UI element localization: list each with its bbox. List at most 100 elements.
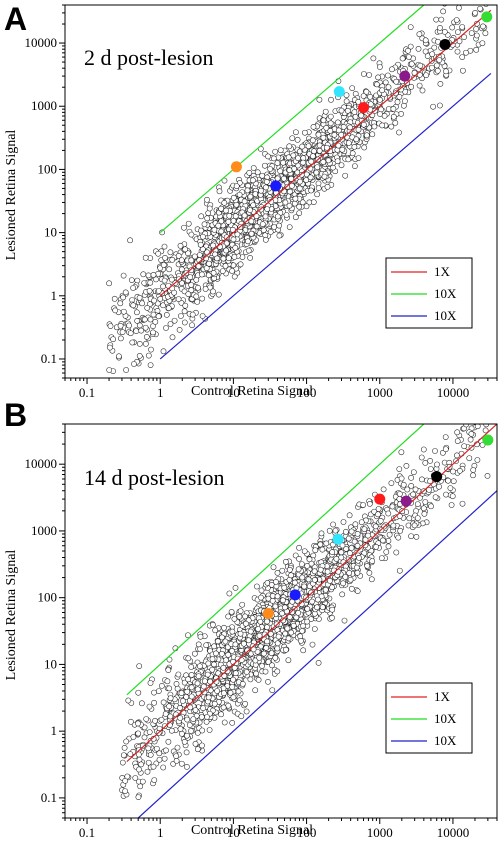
data-point [274, 570, 281, 576]
data-point [145, 745, 152, 752]
data-point [188, 231, 195, 238]
data-point [273, 579, 279, 585]
y-tick-label: 10000 [25, 456, 58, 471]
data-point [233, 183, 240, 189]
data-point [210, 288, 216, 295]
data-point [259, 172, 266, 179]
data-point [167, 321, 174, 327]
data-point [408, 83, 415, 90]
reference-lines [159, 5, 492, 360]
data-point [334, 158, 341, 165]
data-point [280, 617, 287, 624]
data-point [209, 656, 216, 662]
data-point [427, 478, 433, 484]
data-point [289, 135, 296, 142]
data-point [283, 646, 289, 653]
data-point [280, 597, 286, 604]
data-point [382, 79, 389, 86]
data-point [437, 102, 443, 109]
data-point [393, 549, 400, 556]
condition-label: 14 d post-lesion [84, 465, 225, 490]
data-point [437, 81, 444, 87]
data-point [264, 206, 271, 212]
data-point [468, 30, 475, 36]
data-point [225, 702, 232, 709]
data-point [299, 143, 305, 150]
data-point [232, 244, 239, 251]
data-point [230, 194, 237, 201]
data-point [255, 626, 261, 632]
data-point [349, 150, 356, 157]
data-point [173, 758, 180, 764]
data-point [400, 481, 407, 488]
data-point [136, 766, 142, 773]
data-point [448, 502, 455, 508]
data-point [347, 576, 354, 583]
data-point [385, 72, 391, 79]
data-point [185, 250, 191, 257]
data-point [413, 534, 420, 540]
data-point [136, 663, 143, 669]
data-point [261, 650, 267, 657]
data-point [388, 480, 395, 486]
data-point [354, 542, 361, 549]
data-point [202, 286, 209, 292]
y-tick-label: 1000 [31, 523, 57, 538]
data-point [473, 26, 479, 32]
data-point [137, 783, 144, 790]
data-point [442, 434, 449, 440]
data-point [204, 714, 210, 720]
data-point [468, 417, 473, 422]
data-point [219, 634, 225, 641]
data-point [377, 96, 383, 103]
data-point [343, 528, 349, 535]
data-point [164, 678, 171, 685]
highlighted-point [262, 607, 274, 619]
data-point [116, 386, 121, 391]
data-point [210, 242, 216, 249]
data-point [167, 713, 174, 720]
data-point [416, 82, 423, 89]
data-point [226, 590, 233, 597]
data-point [178, 266, 185, 273]
data-point [419, 476, 425, 483]
data-point [305, 576, 312, 583]
data-point [245, 247, 252, 254]
data-point [289, 182, 295, 189]
data-point [410, 469, 417, 476]
x-tick-label: 10 [227, 385, 240, 400]
data-point [267, 229, 274, 235]
data-point [351, 109, 358, 115]
data-point [206, 260, 212, 267]
plot-frame [64, 423, 498, 819]
data-point [120, 308, 127, 315]
data-point [177, 242, 184, 249]
condition-label: 2 d post-lesion [84, 45, 214, 70]
data-point [461, 34, 467, 40]
data-point [343, 98, 350, 105]
legend-label-1x: 1X [434, 689, 451, 704]
data-point [269, 662, 275, 669]
panel-b: B 0.1 1 10 100 1000 10000 0.1 1 10 100 1000 10000 1… [4, 397, 498, 840]
data-point [398, 449, 405, 456]
data-point [277, 147, 284, 154]
data-point [298, 172, 305, 178]
data-point [119, 759, 126, 766]
data-point [289, 609, 296, 616]
data-point [317, 566, 324, 573]
data-point [366, 72, 372, 78]
data-point [254, 169, 261, 176]
data-point [352, 163, 358, 169]
data-point [352, 113, 359, 120]
data-point [133, 328, 140, 334]
data-point [420, 446, 427, 453]
highlighted-point [481, 11, 493, 23]
data-point [195, 641, 202, 648]
data-point [247, 676, 254, 683]
highlighted-point [482, 434, 494, 446]
data-point [130, 302, 137, 309]
data-point [220, 255, 227, 262]
data-point [326, 527, 333, 534]
data-point [482, 397, 487, 402]
data-point [274, 213, 281, 220]
